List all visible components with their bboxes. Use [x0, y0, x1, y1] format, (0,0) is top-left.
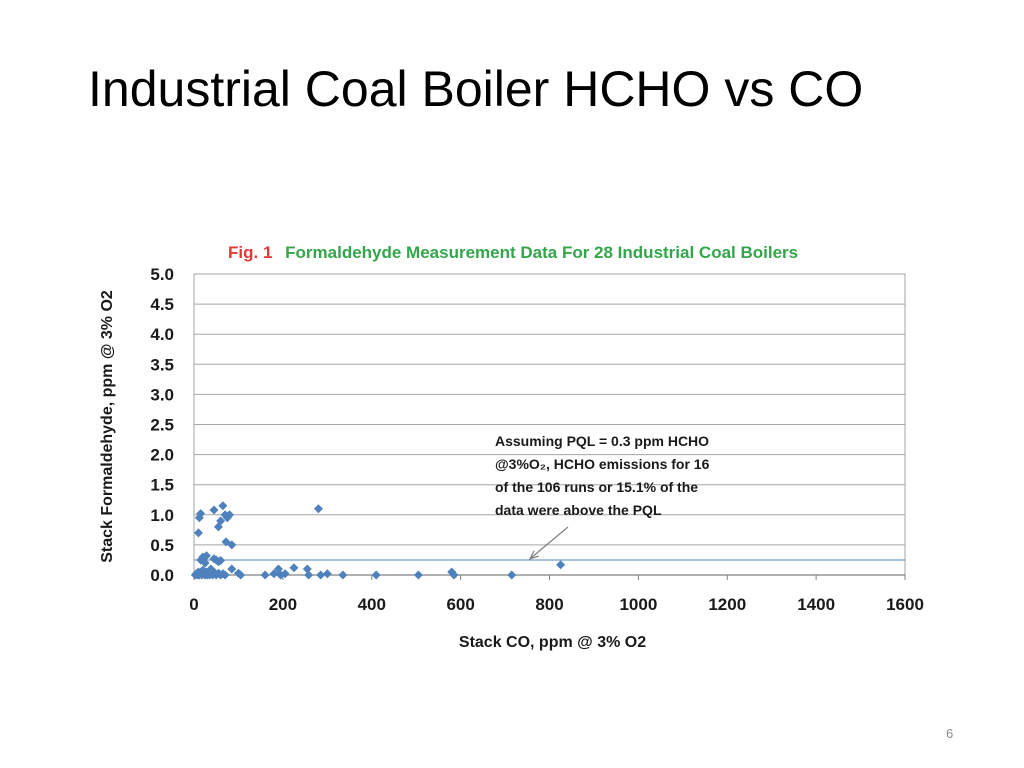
x-tick-label: 0: [189, 595, 198, 614]
y-tick-label: 2.0: [150, 446, 174, 465]
y-tick-label: 4.5: [150, 295, 174, 314]
data-point: [218, 501, 228, 511]
data-point: [507, 570, 517, 580]
x-tick-label: 1400: [797, 595, 835, 614]
data-point: [316, 570, 326, 580]
annotation-line: @3%O₂, HCHO emissions for 16: [495, 456, 710, 472]
data-point: [413, 570, 423, 580]
data-point: [201, 551, 211, 561]
y-tick-label: 3.5: [150, 355, 174, 374]
chart-title-text: Formaldehyde Measurement Data For 28 Ind…: [285, 243, 798, 262]
data-point: [193, 528, 203, 538]
data-point: [216, 516, 226, 526]
annotation-line: Assuming PQL = 0.3 ppm HCHO: [495, 433, 709, 449]
annotation-line: data were above the PQL: [495, 502, 662, 518]
x-tick-label: 400: [358, 595, 386, 614]
x-axis-title: Stack CO, ppm @ 3% O2: [459, 634, 646, 651]
data-point: [269, 569, 279, 579]
slide-title: Industrial Coal Boiler HCHO vs CO: [88, 61, 864, 117]
data-point: [260, 570, 270, 580]
annotation-arrowhead: [528, 550, 539, 560]
data-point: [322, 569, 332, 579]
y-tick-label: 0.0: [150, 566, 174, 585]
data-point: [304, 570, 314, 580]
x-tick-label: 200: [269, 595, 297, 614]
annotation-arrow: [529, 526, 569, 560]
pql-annotation: Assuming PQL = 0.3 ppm HCHO @3%O₂, HCHO e…: [495, 433, 710, 560]
data-point: [280, 569, 290, 579]
data-point: [209, 505, 219, 515]
data-point: [289, 563, 299, 573]
data-points: [190, 501, 566, 580]
data-point: [449, 570, 459, 580]
data-point: [313, 504, 323, 514]
y-tick-label: 4.0: [150, 325, 174, 344]
x-tick-label: 1000: [619, 595, 657, 614]
data-point: [196, 509, 206, 519]
y-tick-label: 3.0: [150, 385, 174, 404]
x-tick-label: 800: [535, 595, 563, 614]
y-tick-label: 0.5: [150, 536, 174, 555]
x-tick-label: 600: [446, 595, 474, 614]
data-point: [302, 564, 312, 574]
x-tick-label: 1200: [708, 595, 746, 614]
y-tick-label: 2.5: [150, 416, 174, 435]
y-tick-label: 1.0: [150, 506, 174, 525]
data-point: [236, 570, 246, 580]
x-tick-label: 1600: [886, 595, 924, 614]
y-axis-title: Stack Formaldehyde, ppm @ 3% O2: [99, 290, 116, 563]
chart-title-prefix: Fig. 1: [228, 243, 272, 262]
data-point: [556, 560, 566, 570]
chart-title: Fig. 1 Formaldehyde Measurement Data For…: [228, 243, 798, 262]
data-point: [371, 570, 381, 580]
gridlines: [194, 273, 905, 546]
x-axis-ticks: 0 200 400 600 800 1000 1200 1400 1600: [189, 574, 924, 614]
page-number: 6: [946, 726, 954, 741]
y-tick-label: 5.0: [150, 265, 174, 284]
data-point: [216, 556, 226, 566]
data-point: [227, 540, 237, 550]
y-axis-ticks: 0.0 0.5 1.0 1.5 2.0 2.5 3.0 3.5 4.0 4.5 5.0: [150, 265, 174, 585]
y-tick-label: 1.5: [150, 476, 174, 495]
data-point: [225, 510, 235, 520]
annotation-line: of the 106 runs or 15.1% of the: [495, 479, 698, 495]
data-point: [220, 570, 230, 580]
data-point: [227, 564, 237, 574]
data-point: [200, 558, 210, 568]
data-point: [338, 570, 348, 580]
